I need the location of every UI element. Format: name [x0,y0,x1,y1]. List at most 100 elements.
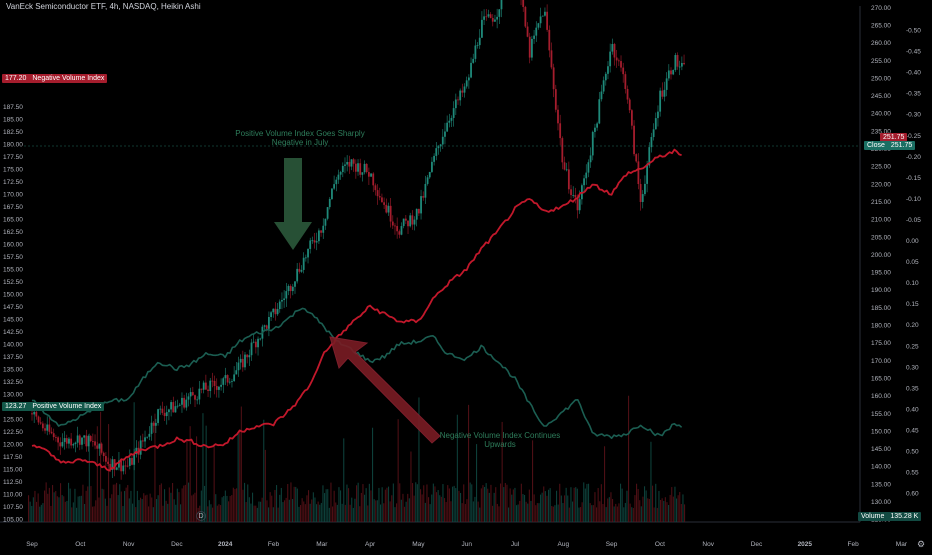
candle-body [596,123,599,128]
candle-body [300,269,303,272]
volume-bar [397,419,399,522]
volume-bar [325,489,327,522]
candle-body [448,120,451,123]
volume-bar [623,507,625,522]
volume-bar [528,489,530,522]
volume-bar [450,501,452,522]
volume-bar [154,413,156,522]
volume-bar [496,503,498,522]
candle-body [452,108,455,118]
volume-bar [151,497,153,522]
volume-bar [106,505,108,522]
candle-body [424,183,427,198]
left-tick-label: 162.50 [3,229,23,236]
volume-bar [669,494,671,522]
volume-bar [181,488,183,522]
volume-bar [218,504,220,522]
candle-body [391,221,394,226]
candle-body [481,19,483,38]
candle-body [128,458,131,466]
volume-bar [482,485,484,522]
candle-body [648,147,651,166]
candle-body [441,136,444,145]
volume-bar [223,496,225,522]
settings-icon[interactable]: ⚙ [916,539,926,549]
volume-bar [324,493,326,522]
volume-bar [600,484,602,522]
candle-body [68,438,70,444]
candle-body [346,161,349,165]
candle-body [246,354,249,358]
candle-body [89,436,92,442]
candle-body [178,404,181,406]
candle-body [235,370,238,375]
volume-bar [636,483,638,522]
left-tick-label: 130.00 [3,392,23,399]
volume-bar [671,487,673,522]
volume-bar [527,503,529,522]
volume-bar [120,491,122,522]
volume-bar [284,500,286,522]
candle-body [357,163,359,172]
volume-bar [511,494,513,522]
volume-bar [108,424,110,522]
volume-bar [253,505,255,522]
candle-body [563,162,566,170]
candle-body [650,137,653,148]
volume-bar [362,484,364,522]
candle-body [87,436,90,447]
volume-bar [280,487,282,522]
volume-bar [138,500,140,522]
candle-body [52,433,55,438]
nvi-name: Negative Volume Index [32,75,105,82]
volume-bar [597,488,599,522]
volume-bar [423,485,425,522]
candle-body [635,154,638,162]
candle-body [383,202,386,205]
far-right-tick-label: -0.45 [906,49,921,56]
candle-body [220,384,222,387]
right-tick-label: 130.00 [871,499,891,506]
volume-bar [159,484,161,522]
candle-body [367,172,370,177]
volume-bar [653,507,655,522]
volume-bar [568,507,570,522]
volume-bar [80,495,82,522]
candle-body [250,342,253,356]
volume-bar [549,488,551,522]
volume-bar [229,496,231,522]
volume-bar [578,507,580,522]
volume-bar [127,485,129,522]
volume-bar [592,505,594,522]
volume-bar [304,504,306,522]
volume-bar [76,507,78,522]
right-tick-label: 205.00 [871,234,891,241]
candle-body [554,89,557,110]
volume-bar [250,503,252,522]
right-tick-label: 260.00 [871,40,891,47]
far-right-tick-label: 0.10 [906,280,919,287]
candle-body [94,441,96,446]
candle-body [150,422,153,434]
volume-bar [664,497,666,522]
candle-body [361,172,364,175]
volume-bar [178,492,180,522]
candle-body [385,204,388,213]
volume-bar [146,494,148,522]
volume-bar [264,449,266,522]
volume-bar [224,490,226,522]
volume-bar [128,498,130,522]
candle-body [109,463,112,470]
volume-bar [221,497,223,522]
candle-body [498,9,501,17]
volume-bar [556,490,558,522]
candle-body [654,118,657,130]
volume-bar [400,499,402,522]
candle-body [446,122,449,132]
volume-bar [293,486,295,522]
volume-bar [562,503,564,522]
volume-bar [172,482,174,522]
candle-body [526,26,529,37]
volume-bar [535,505,537,522]
